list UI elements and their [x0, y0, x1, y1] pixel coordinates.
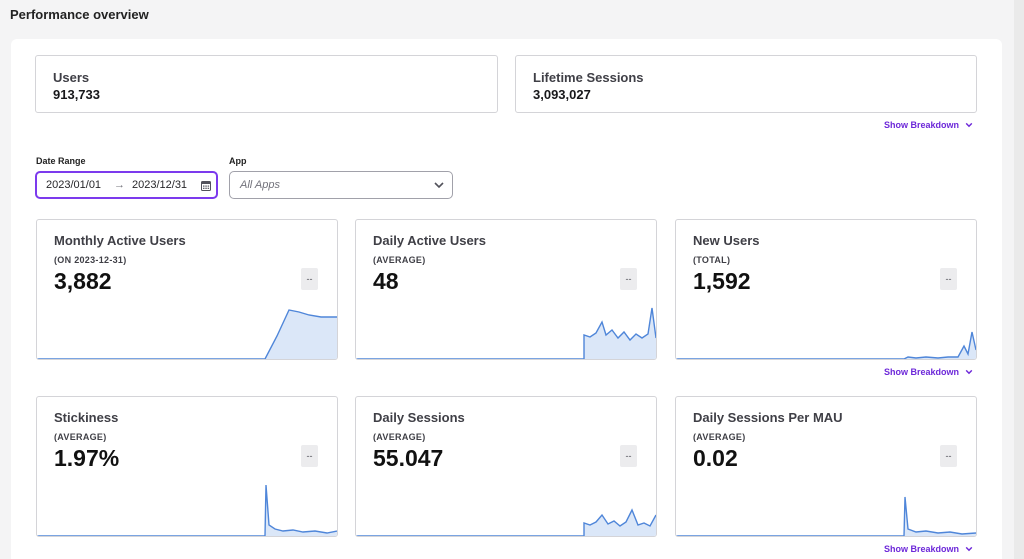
metric-card-daily-active-users[interactable]: Daily Active Users (AVERAGE) 48 -- [355, 219, 657, 360]
sparkline-chart [356, 508, 656, 536]
metric-delta-badge: -- [301, 445, 318, 467]
metric-subtitle: (ON 2023-12-31) [54, 255, 127, 265]
metric-delta-badge: -- [620, 268, 637, 290]
metric-card-monthly-active-users[interactable]: Monthly Active Users (ON 2023-12-31) 3,8… [36, 219, 338, 360]
chevron-down-icon [965, 122, 973, 128]
metric-value: 55.047 [373, 445, 444, 471]
sparkline-chart [356, 307, 656, 359]
app-select-value: All Apps [240, 179, 280, 191]
lifetime-sessions-value: 3,093,027 [533, 87, 591, 102]
metric-value: 0.02 [693, 445, 738, 471]
sparkline-chart [37, 309, 337, 359]
metric-card-daily-sessions[interactable]: Daily Sessions (AVERAGE) 55.047 -- [355, 396, 657, 537]
metric-subtitle: (AVERAGE) [373, 432, 426, 442]
app-label: App [229, 156, 247, 166]
lifetime-sessions-summary-card: Lifetime Sessions 3,093,027 [515, 55, 977, 113]
metric-card-stickiness[interactable]: Stickiness (AVERAGE) 1.97% -- [36, 396, 338, 537]
metric-subtitle: (AVERAGE) [693, 432, 746, 442]
date-range-start[interactable]: 2023/01/01 [46, 179, 102, 191]
metric-card-daily-sessions-per-mau[interactable]: Daily Sessions Per MAU (AVERAGE) 0.02 -- [675, 396, 977, 537]
show-breakdown-button[interactable]: Show Breakdown [884, 367, 973, 377]
date-range-arrow: → [114, 179, 125, 191]
metric-title: Daily Sessions [373, 410, 465, 425]
metric-title: New Users [693, 233, 760, 248]
metric-value: 1,592 [693, 268, 751, 294]
chevron-down-icon [965, 546, 973, 552]
app-select[interactable]: All Apps [229, 171, 453, 199]
metric-value: 1.97% [54, 445, 120, 471]
metric-title: Stickiness [54, 410, 119, 425]
calendar-icon[interactable] [201, 180, 211, 191]
users-label: Users [53, 70, 90, 85]
metric-title: Monthly Active Users [54, 233, 186, 248]
metric-delta-badge: -- [940, 268, 957, 290]
sparkline-chart [676, 496, 976, 536]
page-scrollbar[interactable] [1014, 0, 1024, 559]
metric-title: Daily Sessions Per MAU [693, 410, 843, 425]
show-breakdown-label: Show Breakdown [884, 544, 960, 554]
chevron-down-icon [965, 369, 973, 375]
show-breakdown-button[interactable]: Show Breakdown [884, 544, 973, 554]
show-breakdown-label: Show Breakdown [884, 120, 960, 130]
metric-subtitle: (AVERAGE) [373, 255, 426, 265]
chevron-down-icon [434, 182, 444, 189]
date-range-picker[interactable]: 2023/01/01 → 2023/12/31 [35, 171, 218, 199]
metric-value: 48 [373, 268, 399, 294]
users-value: 913,733 [53, 87, 100, 102]
lifetime-sessions-label: Lifetime Sessions [533, 70, 644, 85]
metric-delta-badge: -- [620, 445, 637, 467]
metric-card-new-users[interactable]: New Users (TOTAL) 1,592 -- [675, 219, 977, 360]
metric-value: 3,882 [54, 268, 112, 294]
show-breakdown-button[interactable]: Show Breakdown [884, 120, 973, 130]
metric-delta-badge: -- [940, 445, 957, 467]
users-summary-card: Users 913,733 [35, 55, 498, 113]
metric-subtitle: (AVERAGE) [54, 432, 107, 442]
date-range-label: Date Range [36, 156, 86, 166]
sparkline-chart [37, 484, 337, 536]
show-breakdown-label: Show Breakdown [884, 367, 960, 377]
metric-title: Daily Active Users [373, 233, 486, 248]
metric-subtitle: (TOTAL) [693, 255, 731, 265]
page-title: Performance overview [10, 7, 149, 22]
metric-delta-badge: -- [301, 268, 318, 290]
date-range-end[interactable]: 2023/12/31 [132, 179, 188, 191]
sparkline-chart [676, 331, 976, 359]
